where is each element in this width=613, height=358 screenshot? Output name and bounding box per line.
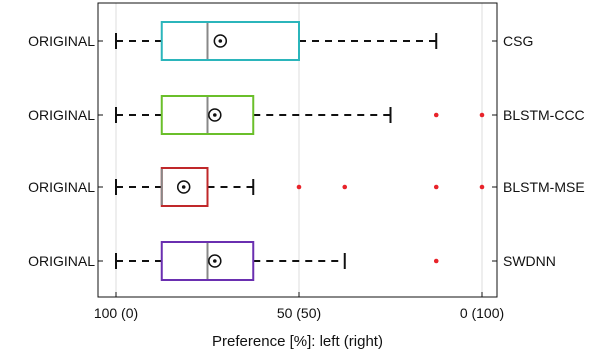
mean-marker-dot: [213, 259, 217, 263]
outlier-point-3: [479, 184, 485, 190]
left-label-3: ORIGINAL: [28, 253, 95, 269]
outlier-point-2: [433, 184, 439, 190]
left-label-0: ORIGINAL: [28, 33, 95, 49]
box-iqr: [160, 21, 300, 61]
left-label-2: ORIGINAL: [28, 179, 95, 195]
outlier-point-0: [433, 112, 439, 118]
x-tick-label-0: 100 (0): [94, 305, 138, 321]
x-tick-label-2: 0 (100): [460, 305, 504, 321]
right-label-2: BLSTM-MSE: [503, 179, 585, 195]
outlier-point-0: [433, 258, 439, 264]
outlier-point-0: [296, 184, 302, 190]
right-label-1: BLSTM-CCC: [503, 107, 585, 123]
box-series-csg: [115, 21, 438, 61]
plot-frame: [97, 2, 498, 298]
mean-marker-dot: [213, 113, 217, 117]
series-layer: [115, 21, 485, 281]
outlier-point-1: [479, 112, 485, 118]
box-series-blstm-mse: [115, 167, 485, 207]
x-tick-label-1: 50 (50): [277, 305, 321, 321]
x-tick-layer: 100 (0) 50 (50) 0 (100): [94, 292, 504, 321]
mean-marker-dot: [218, 39, 223, 43]
y-tick-layer: [98, 40, 497, 262]
right-label-0: CSG: [503, 33, 533, 49]
box-series-blstm-ccc: [115, 95, 485, 135]
left-label-1: ORIGINAL: [28, 107, 95, 123]
x-axis-label: Preference [%]: left (right): [212, 333, 383, 350]
right-label-3: SWDNN: [503, 253, 556, 269]
box-series-swdnn: [115, 241, 439, 281]
label-layer: ORIGINAL CSG ORIGINAL BLSTM-CCC ORIGINAL BLST…: [28, 33, 585, 269]
outlier-point-1: [342, 184, 348, 190]
mean-marker-dot: [181, 185, 186, 189]
